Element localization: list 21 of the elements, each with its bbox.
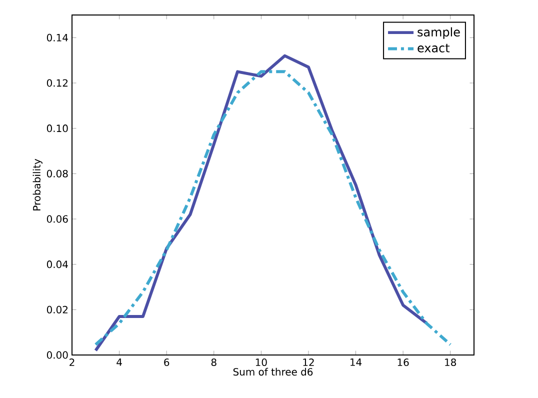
x-tick-label: 6 bbox=[164, 358, 170, 366]
x-axis-title: Sum of three d6 bbox=[233, 368, 313, 376]
y-axis-title: Probability bbox=[32, 158, 42, 210]
x-tick-label: 2 bbox=[70, 358, 74, 366]
y-tick-label: 0.06 bbox=[46, 215, 68, 223]
x-tick-label: 8 bbox=[211, 358, 216, 366]
legend-label: sample bbox=[418, 27, 460, 39]
y-tick-label: 0.02 bbox=[46, 306, 68, 314]
x-tick-label: 16 bbox=[398, 358, 409, 366]
x-tick-label: 4 bbox=[116, 358, 122, 366]
y-tick-label: 0.08 bbox=[46, 170, 68, 178]
y-tick-label: 0.10 bbox=[46, 124, 68, 132]
x-tick-label: 10 bbox=[256, 358, 267, 366]
x-tick-label: 18 bbox=[445, 358, 456, 366]
x-tick-label: 14 bbox=[350, 358, 362, 366]
legend-label: exact bbox=[418, 44, 450, 52]
y-tick-label: 0.14 bbox=[46, 34, 68, 42]
y-tick-label: 0.04 bbox=[46, 260, 68, 268]
x-tick-label: 12 bbox=[303, 358, 314, 366]
y-tick-label: 0.00 bbox=[46, 351, 68, 359]
y-tick-label: 0.12 bbox=[46, 79, 68, 87]
